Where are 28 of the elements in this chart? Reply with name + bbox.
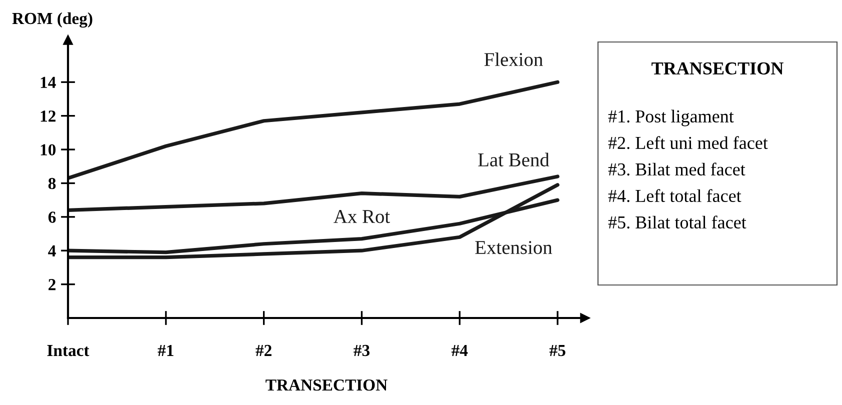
y-tick-label: 10 [40,144,56,156]
line-series [68,183,560,260]
y-tick-label: 8 [48,178,56,190]
y-tick-label: 2 [48,279,56,290]
x-tick-label: #2 [256,344,272,356]
x-tick-label: #5 [549,345,566,356]
series-label: Lat Bend [478,152,550,166]
series-label: Flexion [484,52,543,66]
x-tick-label: #1 [158,344,174,356]
text: #3. Bilat med facet [608,162,746,176]
y-tick-label: 12 [40,110,56,122]
y-tick-label: 4 [48,245,56,256]
text: #2. Left uni med facet [608,136,768,150]
x-tick-label: #3 [354,344,370,356]
y-axis-title: ROM (deg) [12,12,92,28]
series-label: Extension [475,241,552,254]
line-series [68,174,560,212]
x-axis-title: TRANSECTION [266,379,388,391]
line-series [68,80,560,180]
text: #5. Bilat total facet [608,216,746,229]
series-label: Ax Rot [334,210,390,224]
text: TRANSECTION [652,62,784,75]
x-tick-label: Intact [47,345,90,356]
text: #1. Post ligament [608,110,734,126]
y-tick-label: 14 [40,76,56,88]
text: #4. Left total facet [608,189,742,202]
x-tick-label: #4 [452,344,468,356]
y-tick-label: 6 [48,212,56,223]
